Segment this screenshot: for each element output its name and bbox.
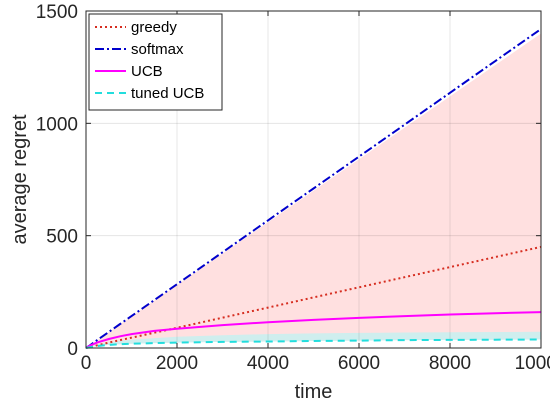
series-lines: [85, 28, 542, 349]
series-line-greedy: [85, 245, 542, 349]
y-tick-label: 1000: [36, 114, 78, 135]
band-1: [86, 331, 541, 348]
x-tick-label: 10000: [515, 353, 550, 374]
x-tick-label: 0: [81, 353, 92, 374]
y-tick-label: 0: [67, 339, 78, 360]
series-line-UCB: [85, 311, 542, 349]
x-axis-label: time: [295, 381, 333, 403]
x-axis-ticks: 0 2000 4000 6000 8000 10000: [81, 11, 550, 374]
legend-label: UCB: [131, 63, 163, 80]
y-tick-label: 1500: [36, 2, 78, 23]
legend: greedy softmax UCB tuned UCB: [88, 13, 223, 111]
x-tick-label: 2000: [156, 353, 198, 374]
legend-label: greedy: [131, 19, 177, 36]
legend-label: tuned UCB: [131, 85, 204, 102]
y-axis-label: average regret: [9, 114, 31, 245]
x-tick-label: 8000: [429, 353, 471, 374]
x-tick-label: 4000: [247, 353, 289, 374]
series-line-softmax: [85, 28, 542, 349]
x-tick-label: 6000: [338, 353, 380, 374]
series-line-tuned-UCB: [85, 338, 542, 349]
axes-frame: [85, 10, 542, 349]
axes-box: [85, 10, 542, 349]
y-axis-ticks: 0 500 1000 1500: [36, 2, 541, 360]
legend-label: softmax: [131, 41, 184, 58]
y-tick-label: 500: [46, 227, 78, 248]
